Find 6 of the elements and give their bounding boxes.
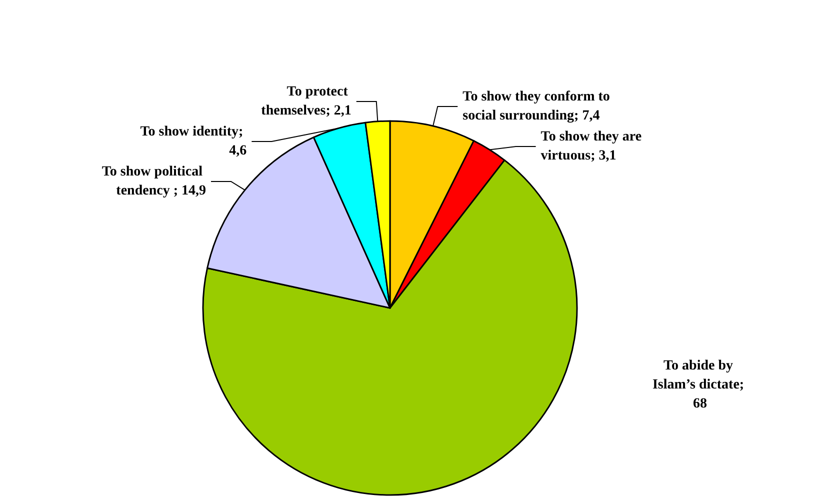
slice-label: To show they conform to social surrounding; 7,4 xyxy=(462,90,614,124)
slice-label: To show they are virtuous; 3,1 xyxy=(540,130,646,164)
slice-label: To show identity; 4,6 xyxy=(140,124,247,158)
slice-label: To abide by Islam’s dictate; 68 xyxy=(652,358,748,412)
slice-label: To show political tendency ; 14,9 xyxy=(102,164,206,198)
slice-label: To protect themselves; 2,1 xyxy=(261,84,352,118)
